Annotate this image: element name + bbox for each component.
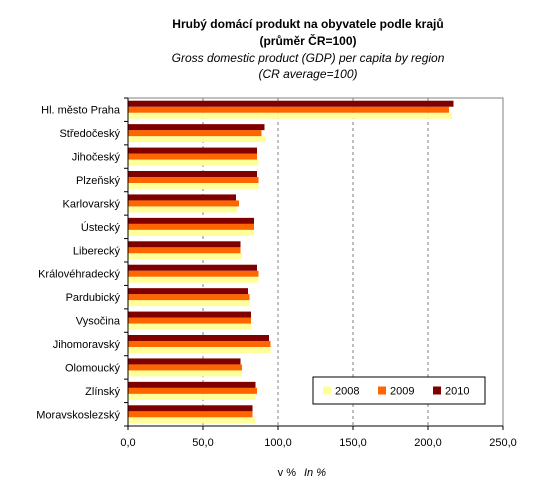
legend-swatch-2009 xyxy=(378,386,386,395)
chart-title-en-line1: Gross domestic product (GDP) per capita … xyxy=(172,51,445,65)
bar-2009 xyxy=(128,200,239,207)
plot-area: 0,0 50,0 100,0 150,0 200,0 250,0 Hl. město Pra… xyxy=(36,97,517,449)
bar-2008 xyxy=(128,206,238,213)
x-tick-label: 50,0 xyxy=(192,437,213,449)
bar-2008 xyxy=(128,417,256,424)
bar-2010 xyxy=(128,358,241,365)
legend-swatch-2008 xyxy=(323,386,331,395)
bar-2010 xyxy=(128,335,269,341)
category-label: Moravskoslezský xyxy=(36,409,120,421)
category-label: Liberecký xyxy=(73,245,121,257)
chart-title-cz-line2: (průměr ČR=100) xyxy=(259,33,356,48)
category-label: Plzeňský xyxy=(76,175,121,187)
x-axis-label-en: In % xyxy=(304,467,326,479)
bar-2008 xyxy=(128,159,259,166)
bar-2009 xyxy=(128,387,257,394)
category-label: Pardubický xyxy=(66,292,121,304)
bar-2009 xyxy=(128,106,449,113)
x-tick-label: 100,0 xyxy=(264,437,292,449)
bar-2008 xyxy=(128,370,242,377)
bar-2008 xyxy=(128,323,251,330)
bar-2009 xyxy=(128,177,259,183)
category-label: Vysočina xyxy=(76,316,121,328)
bar-2010 xyxy=(128,264,257,271)
legend-label-2009: 2009 xyxy=(390,386,414,398)
bar-2008 xyxy=(128,276,259,283)
bar-2009 xyxy=(128,341,271,347)
category-label: Královéhradecký xyxy=(38,269,120,281)
bar-2010 xyxy=(128,124,265,131)
bar-2010 xyxy=(128,405,253,412)
bar-2009 xyxy=(128,364,242,371)
bar-2010 xyxy=(128,288,248,295)
legend-swatch-2010 xyxy=(433,386,441,395)
chart-title-en-line2: (CR average=100) xyxy=(258,67,357,81)
bar-2010 xyxy=(128,171,257,177)
chart-title-cz-line1: Hrubý domácí produkt na obyvatele podle … xyxy=(172,17,443,31)
bar-2008 xyxy=(128,393,256,400)
bar-2008 xyxy=(128,183,259,189)
category-label: Středočeský xyxy=(59,128,120,140)
bar-2010 xyxy=(128,100,454,107)
bar-2009 xyxy=(128,153,257,160)
bar-2010 xyxy=(128,217,254,224)
bar-2009 xyxy=(128,411,253,418)
x-tick-label: 200,0 xyxy=(414,437,442,449)
bar-2008 xyxy=(128,112,452,119)
category-label: Jihočeský xyxy=(72,152,121,164)
x-tick-label: 0,0 xyxy=(120,437,135,449)
bar-2008 xyxy=(128,347,271,353)
bar-2008 xyxy=(128,136,266,143)
legend-label-2008: 2008 xyxy=(335,386,359,398)
x-tick-label: 150,0 xyxy=(339,437,367,449)
bar-2009 xyxy=(128,317,251,324)
bar-2008 xyxy=(128,229,254,236)
bar-2009 xyxy=(128,223,254,230)
category-label: Hl. město Praha xyxy=(41,105,121,117)
category-label: Jihomoravský xyxy=(53,339,121,351)
bar-2009 xyxy=(128,247,241,254)
bar-2010 xyxy=(128,241,241,248)
bar-2010 xyxy=(128,194,236,201)
x-tick-label: 250,0 xyxy=(489,437,517,449)
bar-2010 xyxy=(128,311,251,318)
legend-box xyxy=(312,376,486,405)
category-label: Zlínský xyxy=(85,386,120,398)
legend: 2008 2009 2010 xyxy=(312,376,486,405)
bar-2009 xyxy=(128,294,250,301)
bar-2008 xyxy=(128,300,250,307)
bar-2009 xyxy=(128,130,262,137)
x-axis-label-cz: v % xyxy=(278,467,297,479)
bar-2009 xyxy=(128,270,259,277)
bar-2008 xyxy=(128,253,242,260)
category-label: Olomoucký xyxy=(65,362,121,374)
category-label: Karlovarský xyxy=(63,198,121,210)
bar-2010 xyxy=(128,147,257,154)
category-label: Ústecký xyxy=(81,221,121,234)
legend-label-2010: 2010 xyxy=(445,386,469,398)
bar-2010 xyxy=(128,381,256,388)
